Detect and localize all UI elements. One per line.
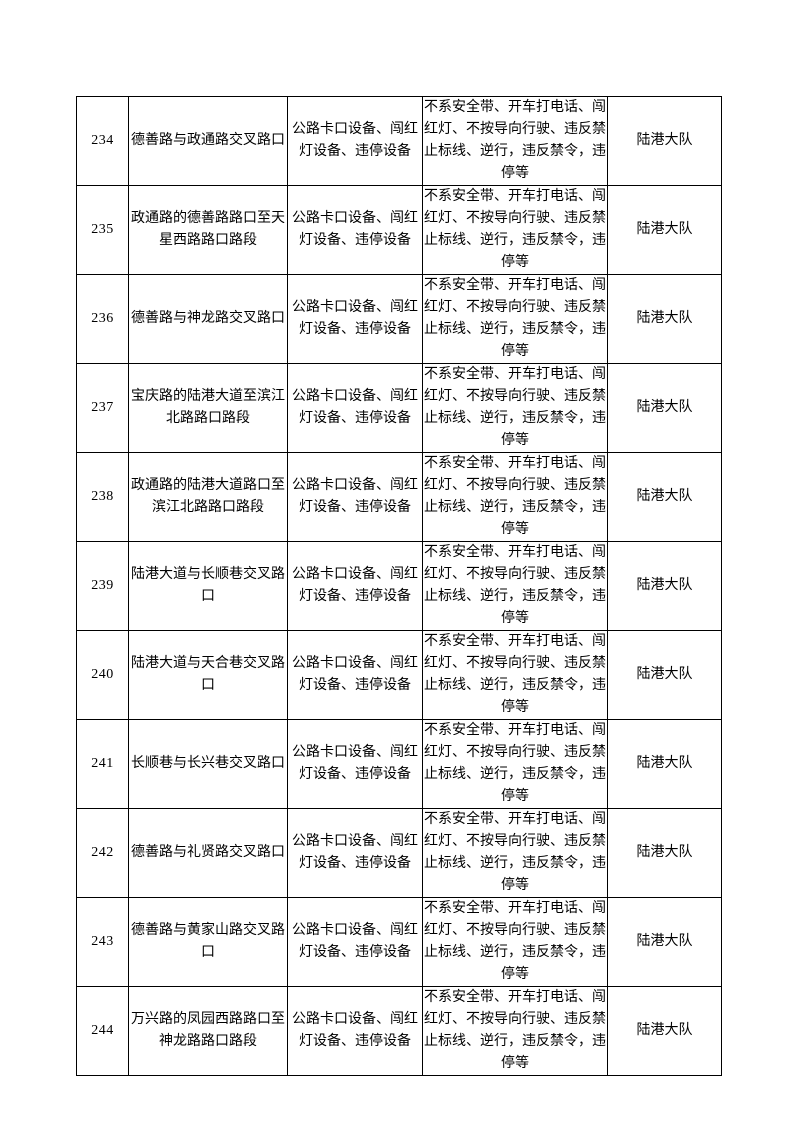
row-number-cell: 242 <box>76 808 129 898</box>
department-cell: 陆港大队 <box>607 897 722 987</box>
table-row: 243 德善路与黄家山路交叉路口 公路卡口设备、闯红灯设备、违停设备 不系安全带… <box>76 897 722 987</box>
violations-cell: 不系安全带、开车打电话、闯红灯、不按导向行驶、违反禁止标线、逆行，违反禁令，违停… <box>422 808 608 898</box>
row-number-cell: 243 <box>76 897 129 987</box>
department-cell: 陆港大队 <box>607 363 722 453</box>
table-row: 240 陆港大道与天合巷交叉路口 公路卡口设备、闯红灯设备、违停设备 不系安全带… <box>76 630 722 720</box>
location-cell: 政通路的陆港大道路口至滨江北路路口路段 <box>128 452 288 542</box>
equipment-cell: 公路卡口设备、闯红灯设备、违停设备 <box>287 719 423 809</box>
violations-cell: 不系安全带、开车打电话、闯红灯、不按导向行驶、违反禁止标线、逆行，违反禁令，违停… <box>422 363 608 453</box>
table-row: 234 德善路与政通路交叉路口 公路卡口设备、闯红灯设备、违停设备 不系安全带、… <box>76 96 722 186</box>
violations-cell: 不系安全带、开车打电话、闯红灯、不按导向行驶、违反禁止标线、逆行，违反禁令，违停… <box>422 185 608 275</box>
location-cell: 万兴路的凤园西路路口至神龙路路口路段 <box>128 986 288 1076</box>
table-row: 236 德善路与神龙路交叉路口 公路卡口设备、闯红灯设备、违停设备 不系安全带、… <box>76 274 722 364</box>
row-number-cell: 237 <box>76 363 129 453</box>
row-number-cell: 236 <box>76 274 129 364</box>
row-number-cell: 239 <box>76 541 129 631</box>
row-number-cell: 235 <box>76 185 129 275</box>
location-cell: 长顺巷与长兴巷交叉路口 <box>128 719 288 809</box>
location-cell: 宝庆路的陆港大道至滨江北路路口路段 <box>128 363 288 453</box>
row-number-cell: 244 <box>76 986 129 1076</box>
enforcement-locations-table: 234 德善路与政通路交叉路口 公路卡口设备、闯红灯设备、违停设备 不系安全带、… <box>76 96 722 1076</box>
violations-cell: 不系安全带、开车打电话、闯红灯、不按导向行驶、违反禁止标线、逆行，违反禁令，违停… <box>422 452 608 542</box>
department-cell: 陆港大队 <box>607 452 722 542</box>
violations-cell: 不系安全带、开车打电话、闯红灯、不按导向行驶、违反禁止标线、逆行，违反禁令，违停… <box>422 96 608 186</box>
violations-cell: 不系安全带、开车打电话、闯红灯、不按导向行驶、违反禁止标线、逆行，违反禁令，违停… <box>422 274 608 364</box>
location-cell: 德善路与黄家山路交叉路口 <box>128 897 288 987</box>
department-cell: 陆港大队 <box>607 185 722 275</box>
row-number-cell: 234 <box>76 96 129 186</box>
table-row: 244 万兴路的凤园西路路口至神龙路路口路段 公路卡口设备、闯红灯设备、违停设备… <box>76 986 722 1076</box>
violations-cell: 不系安全带、开车打电话、闯红灯、不按导向行驶、违反禁止标线、逆行，违反禁令，违停… <box>422 897 608 987</box>
equipment-cell: 公路卡口设备、闯红灯设备、违停设备 <box>287 630 423 720</box>
table-row: 239 陆港大道与长顺巷交叉路口 公路卡口设备、闯红灯设备、违停设备 不系安全带… <box>76 541 722 631</box>
equipment-cell: 公路卡口设备、闯红灯设备、违停设备 <box>287 274 423 364</box>
table-row: 238 政通路的陆港大道路口至滨江北路路口路段 公路卡口设备、闯红灯设备、违停设… <box>76 452 722 542</box>
violations-cell: 不系安全带、开车打电话、闯红灯、不按导向行驶、违反禁止标线、逆行，违反禁令，违停… <box>422 986 608 1076</box>
equipment-cell: 公路卡口设备、闯红灯设备、违停设备 <box>287 897 423 987</box>
table-row: 242 德善路与礼贤路交叉路口 公路卡口设备、闯红灯设备、违停设备 不系安全带、… <box>76 808 722 898</box>
department-cell: 陆港大队 <box>607 274 722 364</box>
location-cell: 德善路与礼贤路交叉路口 <box>128 808 288 898</box>
equipment-cell: 公路卡口设备、闯红灯设备、违停设备 <box>287 986 423 1076</box>
table-row: 241 长顺巷与长兴巷交叉路口 公路卡口设备、闯红灯设备、违停设备 不系安全带、… <box>76 719 722 809</box>
violations-cell: 不系安全带、开车打电话、闯红灯、不按导向行驶、违反禁止标线、逆行，违反禁令，违停… <box>422 719 608 809</box>
equipment-cell: 公路卡口设备、闯红灯设备、违停设备 <box>287 541 423 631</box>
location-cell: 陆港大道与长顺巷交叉路口 <box>128 541 288 631</box>
department-cell: 陆港大队 <box>607 986 722 1076</box>
row-number-cell: 238 <box>76 452 129 542</box>
department-cell: 陆港大队 <box>607 719 722 809</box>
row-number-cell: 240 <box>76 630 129 720</box>
violations-cell: 不系安全带、开车打电话、闯红灯、不按导向行驶、违反禁止标线、逆行，违反禁令，违停… <box>422 541 608 631</box>
location-cell: 德善路与神龙路交叉路口 <box>128 274 288 364</box>
location-cell: 德善路与政通路交叉路口 <box>128 96 288 186</box>
violations-cell: 不系安全带、开车打电话、闯红灯、不按导向行驶、违反禁止标线、逆行，违反禁令，违停… <box>422 630 608 720</box>
table-row: 237 宝庆路的陆港大道至滨江北路路口路段 公路卡口设备、闯红灯设备、违停设备 … <box>76 363 722 453</box>
department-cell: 陆港大队 <box>607 541 722 631</box>
equipment-cell: 公路卡口设备、闯红灯设备、违停设备 <box>287 808 423 898</box>
table-row: 235 政通路的德善路路口至天星西路路口路段 公路卡口设备、闯红灯设备、违停设备… <box>76 185 722 275</box>
equipment-cell: 公路卡口设备、闯红灯设备、违停设备 <box>287 96 423 186</box>
equipment-cell: 公路卡口设备、闯红灯设备、违停设备 <box>287 363 423 453</box>
location-cell: 政通路的德善路路口至天星西路路口路段 <box>128 185 288 275</box>
department-cell: 陆港大队 <box>607 808 722 898</box>
equipment-cell: 公路卡口设备、闯红灯设备、违停设备 <box>287 452 423 542</box>
department-cell: 陆港大队 <box>607 630 722 720</box>
location-cell: 陆港大道与天合巷交叉路口 <box>128 630 288 720</box>
equipment-cell: 公路卡口设备、闯红灯设备、违停设备 <box>287 185 423 275</box>
department-cell: 陆港大队 <box>607 96 722 186</box>
row-number-cell: 241 <box>76 719 129 809</box>
